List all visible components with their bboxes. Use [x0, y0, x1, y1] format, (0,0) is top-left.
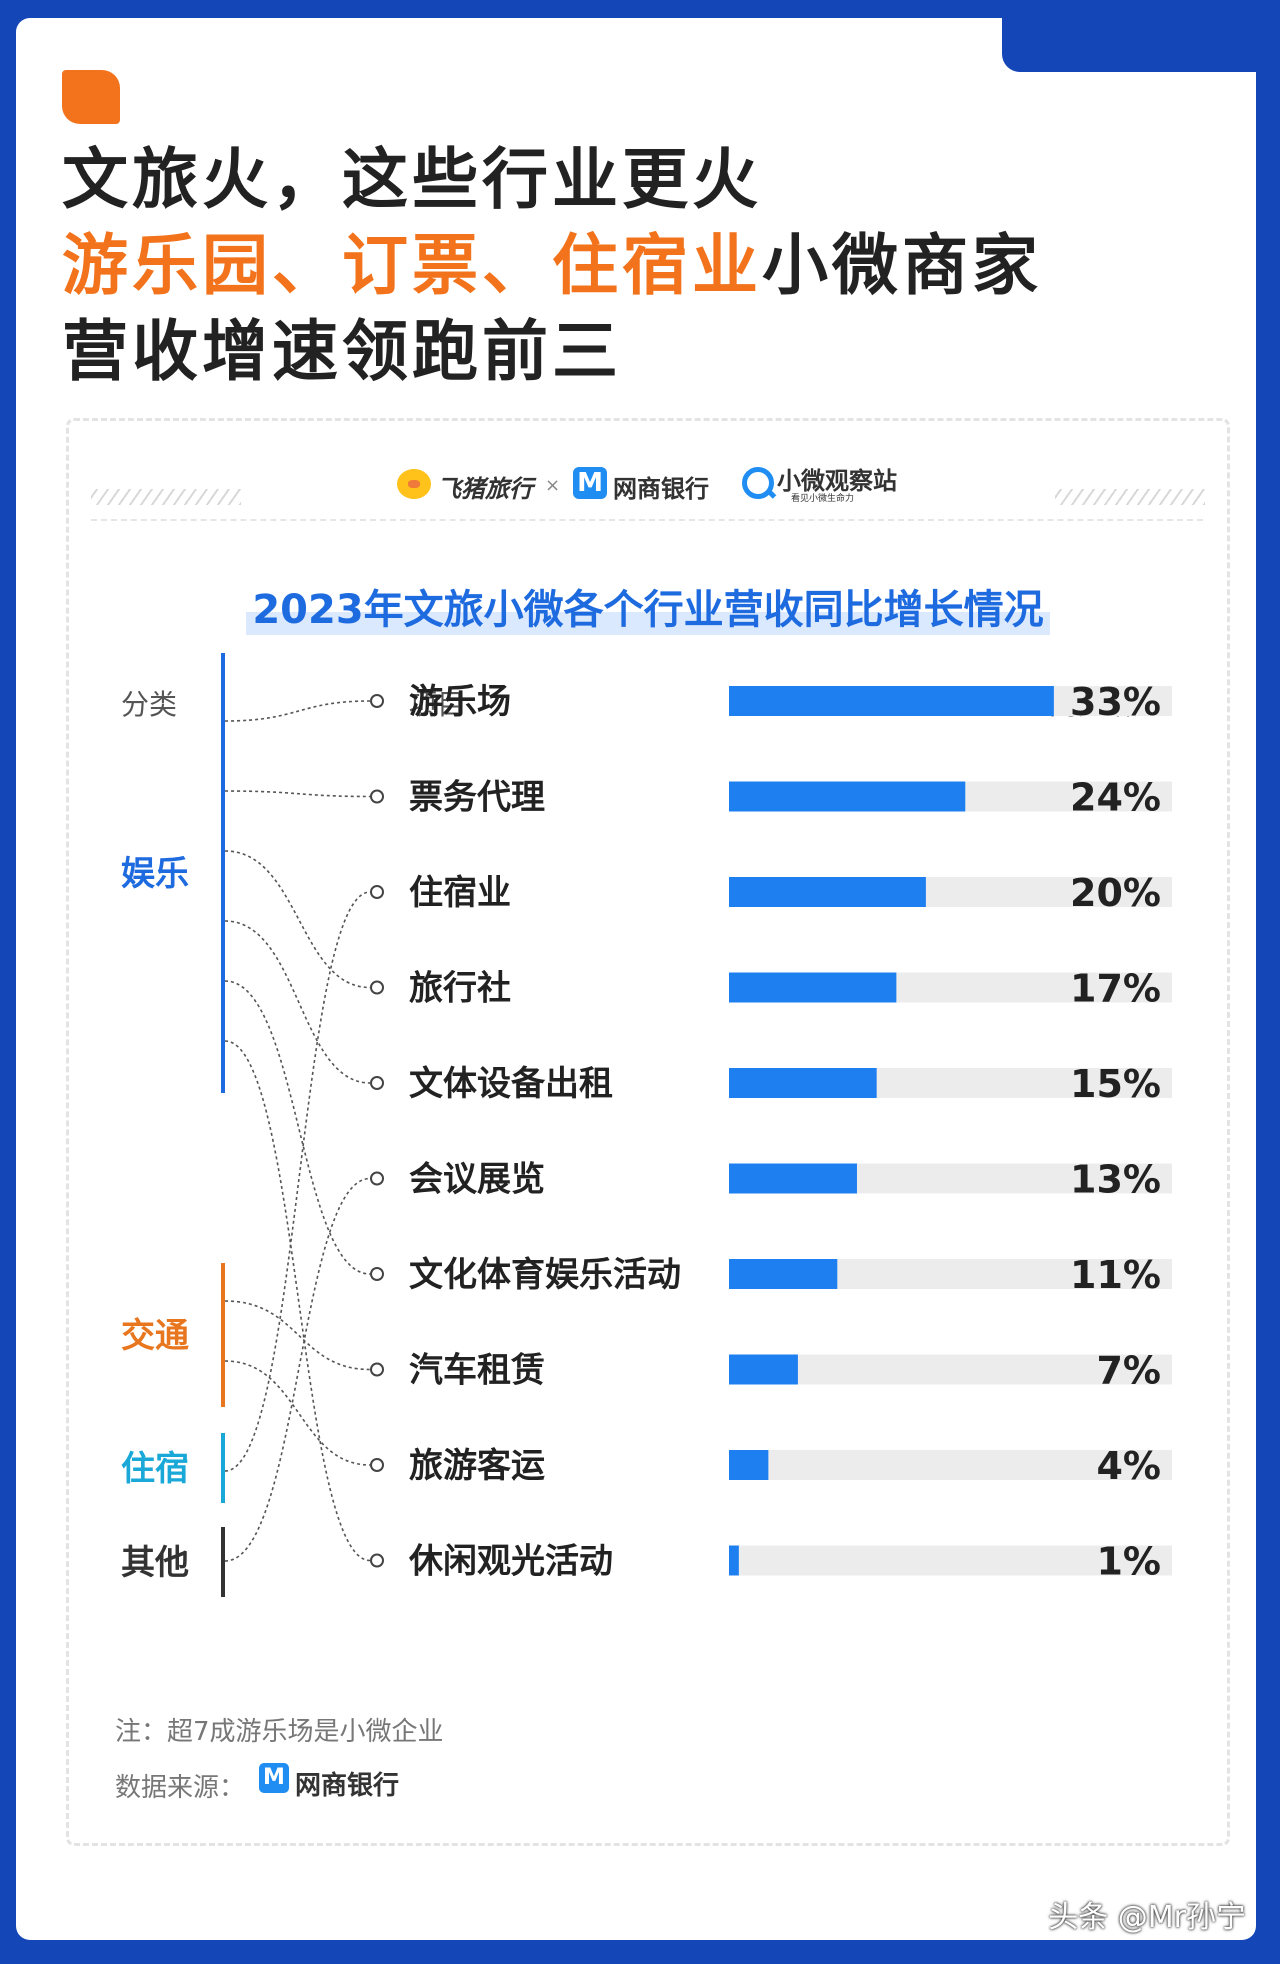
- bar-track-9: [729, 1545, 1172, 1576]
- connector-6: [224, 1300, 371, 1371]
- bar-4: [729, 1068, 877, 1098]
- row-node-0: [370, 694, 384, 708]
- row-node-8: [370, 1458, 384, 1472]
- mybank-brand: 网商银行: [613, 475, 709, 503]
- bar-9: [729, 1545, 739, 1576]
- footer-note: 注：超7成游乐场是小微企业: [115, 1717, 444, 1747]
- chart-card: 飞猪旅行 × M 网商银行 小微观察站 看见小微生命力 2023年文旅小微各个行…: [66, 418, 1230, 1846]
- headline-line-1: 文旅火，这些行业更火: [62, 141, 762, 218]
- row-label-0: 游乐场: [409, 682, 511, 722]
- row-label-9: 休闲观光活动: [408, 1542, 613, 1582]
- observer-logo-icon: [742, 467, 774, 499]
- row-node-3: [370, 980, 384, 995]
- value-label-1: 24%: [1070, 776, 1161, 820]
- value-label-2: 20%: [1070, 871, 1161, 915]
- value-label-6: 11%: [1070, 1253, 1161, 1297]
- bar-6: [729, 1259, 838, 1289]
- group-label-3: 其他: [121, 1543, 189, 1583]
- hatch-left: [91, 489, 241, 505]
- bar-2: [729, 877, 926, 907]
- headline-line-3: 营收增速领跑前三: [62, 313, 622, 390]
- row-label-6: 文化体育娱乐活动: [409, 1255, 681, 1295]
- row-node-2: [370, 885, 384, 899]
- bar-3: [729, 972, 897, 1003]
- connector-2: [224, 850, 371, 989]
- connector-0: [224, 700, 371, 722]
- bar-1: [729, 781, 966, 812]
- bar-5: [729, 1163, 857, 1194]
- headline-line-2-rest: 小微商家: [762, 227, 1042, 304]
- value-label-9: 1%: [1096, 1540, 1161, 1584]
- column-header-item: 项目: [409, 688, 466, 721]
- feizhu-logo-icon: [397, 469, 431, 499]
- brand-row: 飞猪旅行 × M 网商银行 小微观察站 看见小微生命力: [69, 451, 1227, 507]
- chart-title: 2023年文旅小微各个行业营收同比增长情况: [246, 577, 1050, 635]
- row-label-8: 旅游客运: [409, 1446, 545, 1486]
- divider: [91, 519, 1203, 521]
- value-label-5: 13%: [1070, 1158, 1161, 1202]
- value-label-4: 15%: [1070, 1062, 1161, 1106]
- feizhu-brand: 飞猪旅行: [437, 475, 533, 503]
- row-label-3: 旅行社: [409, 969, 511, 1009]
- connector-4: [224, 980, 371, 1275]
- bar-8: [729, 1450, 769, 1480]
- row-node-1: [370, 789, 384, 804]
- bar-0: [729, 686, 1054, 716]
- connector-9: [224, 1177, 371, 1562]
- connector-1: [224, 790, 371, 798]
- row-node-6: [370, 1267, 384, 1281]
- group-label-2: 住宿: [121, 1449, 189, 1489]
- connector-7: [224, 1360, 371, 1466]
- value-label-0: 33%: [1070, 680, 1161, 724]
- top-tab: [1002, 18, 1262, 72]
- connector-3: [224, 920, 371, 1084]
- row-node-7: [370, 1362, 384, 1377]
- connector-8: [224, 891, 371, 1472]
- watermark: 头条 @Mr孙宁: [1048, 1900, 1246, 1935]
- group-label-0: 娱乐: [121, 854, 189, 894]
- row-node-5: [370, 1171, 384, 1186]
- row-label-1: 票务代理: [409, 778, 545, 818]
- observer-brand: 小微观察站: [777, 467, 897, 495]
- row-node-9: [370, 1553, 384, 1568]
- headline-highlight: 游乐园、订票、住宿业: [62, 227, 762, 304]
- connector-5: [224, 1040, 371, 1562]
- row-label-2: 住宿业: [409, 873, 511, 913]
- brand-times: ×: [545, 475, 561, 496]
- bar-track-7: [729, 1354, 1172, 1385]
- column-header-category: 分类: [121, 688, 178, 721]
- footer-source-name: 网商银行: [295, 1771, 400, 1801]
- accent-mark: [62, 70, 120, 124]
- row-node-4: [370, 1076, 384, 1090]
- row-label-4: 文体设备出租: [409, 1064, 613, 1104]
- mybank-logo-icon: M: [573, 467, 607, 499]
- value-label-8: 4%: [1096, 1444, 1161, 1488]
- row-label-5: 会议展览: [409, 1160, 545, 1200]
- headline-line-2: 游乐园、订票、住宿业小微商家: [62, 226, 1162, 306]
- group-label-1: 交通: [121, 1316, 189, 1356]
- footer-source-label: 数据来源：: [115, 1773, 246, 1803]
- footer-mybank-logo-icon: M: [259, 1763, 289, 1793]
- row-label-7: 汽车租赁: [409, 1351, 545, 1391]
- chart-title-wrap: 2023年文旅小微各个行业营收同比增长情况: [69, 577, 1227, 635]
- hatch-right: [1055, 489, 1205, 505]
- bar-7: [729, 1354, 798, 1385]
- bar-track-8: [729, 1450, 1172, 1480]
- observer-slogan: 看见小微生命力: [791, 494, 855, 504]
- value-label-7: 7%: [1096, 1349, 1161, 1393]
- value-label-3: 17%: [1070, 967, 1161, 1011]
